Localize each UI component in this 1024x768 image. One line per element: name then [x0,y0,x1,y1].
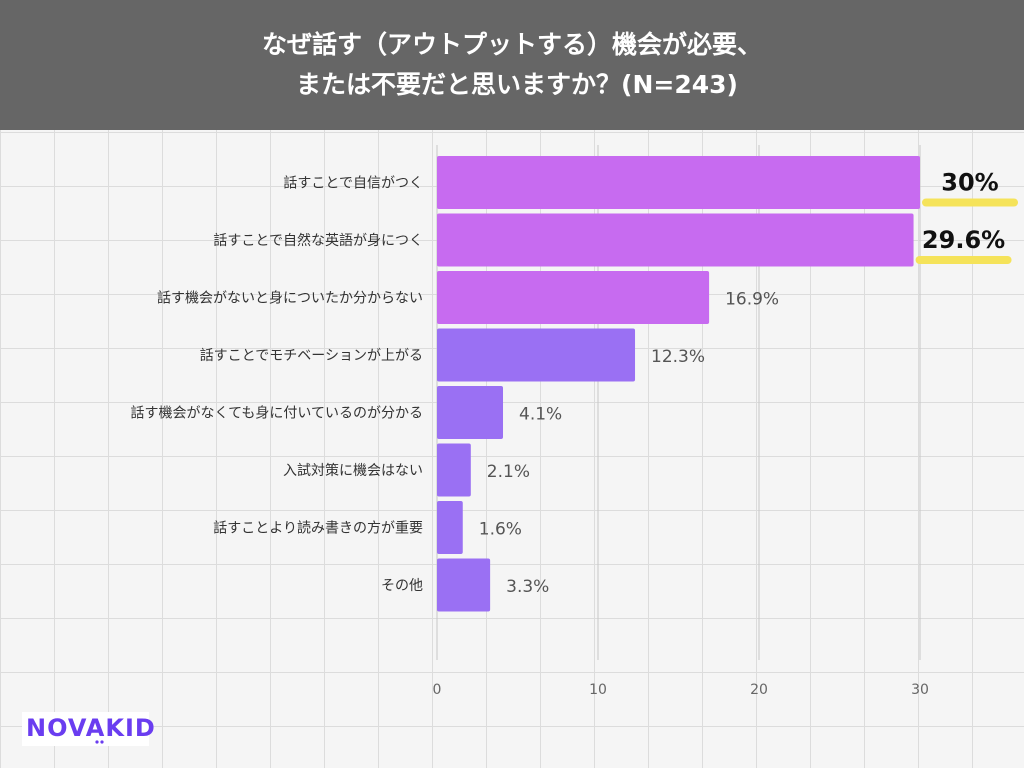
x-tick-label: 30 [911,682,929,698]
x-tick-label: 20 [750,682,768,698]
category-label: 話す機会がないと身についたか分からない [157,290,423,307]
x-tick-label: 0 [433,682,442,698]
value-label: 4.1% [519,405,562,425]
value-label: 1.6% [479,520,522,540]
bar [437,156,920,209]
novakid-logo: NOVAKID [22,712,155,746]
chart-title-line-1: なぜ話す（アウトプットする）機会が必要、 [261,30,762,59]
category-label: 話すことより読み書きの方が重要 [213,520,423,537]
value-label: 12.3% [651,347,705,367]
chart-title-line-2: または不要だと思いますか？(N=243) [296,70,738,99]
bars [437,156,920,612]
value-label: 29.6% [922,226,1005,254]
value-highlight-underline [922,198,1018,207]
value-labels: 30% 29.6% 16.9% 12.3% 4.1% 2.1% 1.6% 3.3% [479,169,1005,598]
value-label: 3.3% [506,577,549,597]
category-label: その他 [381,578,423,594]
category-labels: 話すことで自信がつく話すことで自然な英語が身につく話す機会がないと身についたか分… [131,175,423,595]
bar [437,558,491,612]
bar [437,328,636,382]
bar [437,443,471,497]
category-label: 入試対策に機会はない [283,462,423,479]
value-highlights [915,198,1018,264]
value-label: 2.1% [487,462,530,482]
chart-header: なぜ話す（アウトプットする）機会が必要、 または不要だと思いますか？(N=243… [0,0,1024,130]
logo-rocket-icon [95,740,104,744]
category-label: 話すことでモチベーションが上がる [200,347,423,364]
value-highlight-underline [915,256,1012,264]
x-axis-ticks: 0 10 20 30 [433,682,929,698]
category-label: 話すことで自然な英語が身につく [213,232,423,249]
category-label: 話す機会がなくても身に付いているのが分かる [131,405,423,422]
bar [437,213,914,267]
logo-text: NOVAKID [26,714,156,742]
bar [437,386,504,439]
category-label: 話すことで自信がつく [283,175,423,192]
x-tick-label: 10 [589,682,607,698]
bar [437,271,710,324]
bar [437,501,463,554]
value-label: 30% [941,169,998,197]
value-label: 16.9% [725,290,779,310]
